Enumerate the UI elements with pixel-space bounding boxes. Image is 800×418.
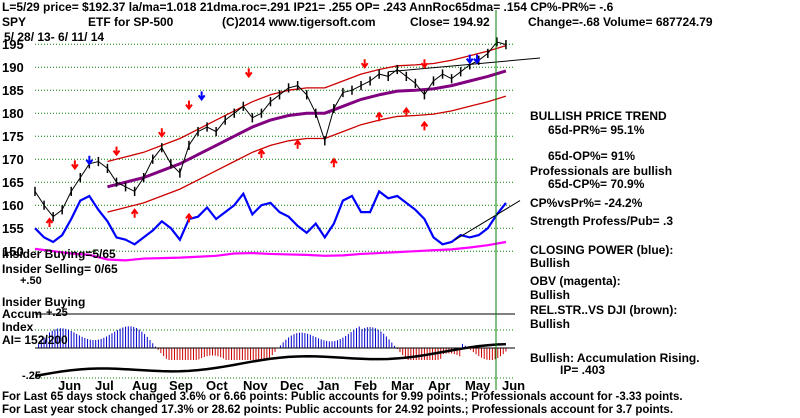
op65-label: 65d-OP%= 91% (548, 149, 636, 163)
accum-tick-mid: +.25 (46, 307, 68, 319)
month-label: Dec (280, 378, 304, 393)
y-tick-label: 185 (2, 83, 24, 98)
accum-ai-label: AI= 152/200 (2, 333, 68, 347)
month-label: Feb (354, 378, 377, 393)
insider-buying-count: Insider Buying=5/65 (2, 247, 116, 261)
strength-label: Strength Profess/Pub= .3 (530, 214, 674, 228)
lower-envelope (107, 95, 507, 213)
relstr-label: REL.STR..VS DJI (brown): (530, 303, 678, 317)
moving-average-line (107, 69, 507, 189)
accum-label-accum: Accum (2, 307, 43, 321)
resistance-line (388, 57, 541, 73)
buy-arrow-icon (185, 212, 193, 223)
y-tick-label: 180 (2, 106, 24, 121)
insider-selling-count: Insider Selling= 0/65 (2, 262, 118, 276)
buy-arrow-icon (402, 106, 411, 117)
month-label: Jul (95, 378, 114, 393)
sell-arrow-icon (157, 128, 166, 138)
etf-name: ETF for SP-500 (88, 15, 174, 29)
accumulation-panel (34, 326, 515, 378)
buy-arrow-icon (375, 111, 383, 122)
y-axis-tick-labels: 150 155 160 165 170 175 180 185 190 195 (2, 37, 24, 259)
obv-value: Bullish (530, 288, 571, 302)
month-label: Aug (132, 378, 157, 393)
month-label: Jun (58, 378, 81, 393)
cp65-label: 65d-CP%= 70.9% (548, 177, 645, 191)
obv-line (34, 240, 507, 262)
accum-tick-bot: -.25 (22, 370, 41, 382)
buy-arrow-icon (45, 217, 54, 227)
y-tick-label: 155 (2, 221, 24, 236)
relstr-line (34, 342, 506, 378)
accum-label-insider: Insider Buying (2, 295, 86, 309)
month-label: Sep (169, 378, 193, 393)
closing-power-label: CLOSING POWER (blue): (530, 243, 674, 257)
sell-arrow-icon (112, 146, 121, 157)
footer-year-stats: For Last year stock changed 17.3% or 28.… (2, 404, 674, 416)
header-indicators: L=5/29 price= $192.37 la/ma=1.018 21dma.… (2, 0, 614, 14)
pr65-label: 65d-PR%= 95.1% (548, 123, 645, 137)
y-tick-label: 170 (2, 152, 24, 167)
month-label: Nov (243, 378, 268, 393)
price-line (34, 41, 507, 218)
sell-arrow-icon (185, 100, 193, 111)
upper-envelope (107, 44, 507, 163)
month-label: Jun (502, 378, 525, 393)
sell-arrow-icon (244, 68, 253, 79)
accum-status-label: Bullish: Accumulation Rising. (530, 351, 700, 365)
date-range: 5/ 28/ 13- 6/ 11/ 14 (4, 30, 105, 44)
sell-arrow-icon (71, 160, 79, 171)
price-envelopes (107, 44, 507, 213)
footer-65day-stats: For Last 65 days stock changed 3.6% or 6… (2, 391, 683, 403)
y-tick-label: 195 (2, 37, 24, 52)
accum-label-index: Index (2, 320, 34, 334)
buy-arrow-icon (420, 120, 429, 131)
buy-arrow-icon (293, 139, 302, 149)
accum-tick-top: +.50 (20, 275, 42, 287)
sell-arrow-icon (465, 54, 474, 65)
relstr-value: Bullish (530, 317, 571, 331)
y-tick-label: 175 (2, 129, 24, 144)
copyright: (C)2014 www.tigersoft.com (222, 15, 376, 29)
y-tick-label: 165 (2, 175, 24, 190)
ip-label: IP= .403 (560, 363, 606, 377)
sell-arrow-icon (360, 59, 369, 69)
month-label: Apr (428, 378, 450, 393)
sell-arrow-icon (420, 59, 429, 69)
month-label: Oct (206, 378, 228, 393)
ticker-symbol: SPY (2, 15, 27, 29)
month-label: Mar (391, 378, 414, 393)
y-tick-label: 150 (2, 244, 24, 259)
closing-power-line (34, 189, 507, 246)
buy-arrow-icon (330, 157, 338, 168)
chart-series (34, 37, 541, 262)
cpvspr-label: CP%vsPr%= -24.2% (530, 196, 643, 210)
signal-arrows (45, 54, 481, 227)
buy-arrow-icon (130, 208, 139, 218)
sell-arrow-icon (473, 54, 481, 65)
prof-bullish-label: Professionals are bullish (530, 164, 673, 178)
y-tick-label: 160 (2, 198, 24, 213)
sell-arrow-icon (197, 91, 206, 102)
bullish-trend-label: BULLISH PRICE TREND (530, 109, 667, 123)
sell-arrow-icon (85, 155, 94, 166)
y-tick-label: 190 (2, 60, 24, 75)
change-volume: Change=-.68 Volume= 687724.79 (528, 15, 713, 29)
cp-uptrend-line (454, 200, 521, 241)
buy-arrow-icon (257, 148, 266, 158)
month-label: May (465, 378, 491, 393)
close-price: Close= 194.92 (410, 15, 490, 29)
closing-power-value: Bullish (530, 256, 571, 270)
obv-label: OBV (magenta): (530, 274, 621, 288)
x-axis-month-labels: Jun Jul Aug Sep Oct Nov Dec Jan Feb Mar Apr May Jun (58, 378, 525, 393)
month-label: Jan (317, 378, 339, 393)
